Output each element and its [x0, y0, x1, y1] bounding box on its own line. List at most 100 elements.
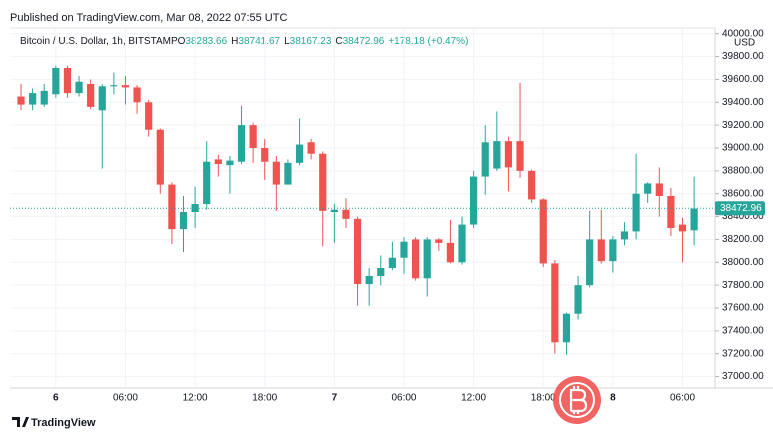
candle-body — [261, 148, 269, 162]
x-tick-label: 8 — [610, 393, 616, 404]
x-tick-label: 06:00 — [113, 393, 138, 404]
candle-body — [63, 68, 72, 94]
candle-body — [342, 209, 350, 219]
candle-body — [272, 161, 280, 185]
y-tick-label: 40000.00 — [722, 28, 764, 39]
candle-body — [191, 204, 199, 212]
tradingview-logo — [12, 417, 29, 427]
ohlc-label: O — [178, 36, 186, 47]
x-tick-label: 12:00 — [461, 393, 486, 404]
candle-body — [156, 129, 164, 185]
x-tick-label: 18:00 — [252, 393, 277, 404]
candle-body — [690, 208, 698, 231]
candle-body — [29, 93, 37, 105]
symbol-title: Bitcoin / U.S. Dollar, 1h, BITSTAMP — [20, 36, 178, 47]
candle-body — [319, 153, 327, 211]
y-tick-label: 39800.00 — [722, 51, 764, 62]
x-tick-label: 12:00 — [183, 393, 208, 404]
y-tick-label: 38200.00 — [722, 234, 764, 245]
candle-body — [179, 212, 188, 230]
candle-body — [516, 141, 524, 171]
y-tick-label: 38000.00 — [722, 257, 764, 268]
candle-body — [75, 81, 83, 94]
candle-body — [435, 239, 443, 243]
y-tick-label: 37400.00 — [722, 325, 764, 336]
ohlc-value: 38283.66 — [185, 36, 227, 47]
candle-body — [411, 239, 420, 279]
y-tick-label: 39400.00 — [722, 97, 764, 108]
ohlc-value: 38472.96 — [343, 36, 385, 47]
candle-body — [644, 183, 652, 194]
candle-body — [667, 196, 675, 228]
candle-body — [307, 142, 315, 154]
y-tick-label: 39600.00 — [722, 74, 764, 85]
candle-body — [353, 218, 362, 284]
candle-body — [539, 199, 547, 264]
ohlc-label: L — [284, 36, 290, 47]
currency-label: USD — [734, 38, 755, 49]
last-price-label: 38472.96 — [720, 203, 762, 214]
y-tick-label: 38600.00 — [722, 188, 764, 199]
ohlc-value: 38167.23 — [290, 36, 332, 47]
candle-body — [493, 141, 501, 169]
candle-body — [226, 160, 234, 166]
ohlc-label: H — [231, 36, 238, 47]
ohlc-label: C — [335, 36, 342, 47]
y-tick-label: 39000.00 — [722, 143, 764, 154]
candle-body — [458, 224, 466, 263]
x-tick-label: 06:00 — [391, 393, 416, 404]
change: +178.18 (+0.47%) — [388, 36, 468, 47]
candle-body — [365, 276, 373, 284]
candle-body — [632, 193, 640, 232]
candle-body — [620, 231, 629, 240]
y-tick-label: 38800.00 — [722, 165, 764, 176]
candle-body — [40, 90, 48, 105]
legend: Bitcoin / U.S. Dollar, 1h, BITSTAMPO3828… — [20, 36, 468, 47]
candle-body — [597, 239, 605, 262]
candle-body — [214, 159, 222, 164]
x-tick-label: 18:00 — [531, 393, 556, 404]
ohlc-value: 38741.67 — [238, 36, 280, 47]
candle-body — [446, 242, 455, 263]
candle-body — [284, 162, 292, 185]
candle-body — [52, 68, 60, 95]
candle-body — [145, 102, 153, 130]
y-tick-label: 38400.00 — [722, 211, 764, 222]
y-tick-label: 37800.00 — [722, 280, 764, 291]
watermark-logo — [553, 376, 601, 424]
candle-body — [388, 257, 396, 268]
candle-body — [609, 239, 617, 262]
x-tick-label: 06:00 — [670, 393, 695, 404]
candle-body — [504, 141, 513, 168]
candle-body — [249, 125, 257, 148]
candle-body — [98, 86, 106, 111]
candle-body — [110, 85, 118, 87]
candle-body — [586, 239, 594, 286]
candle-body — [574, 285, 582, 314]
candle-body — [400, 241, 408, 258]
candle-body — [237, 125, 246, 162]
candle-body — [168, 184, 176, 230]
candle-body — [470, 176, 478, 225]
footer-brand: TradingView — [31, 417, 96, 429]
candle-body — [121, 85, 130, 88]
last-price-tag — [715, 201, 765, 216]
y-tick-label: 39200.00 — [722, 120, 764, 131]
published-note: Published on TradingView.com, Mar 08, 20… — [10, 12, 287, 24]
candle-body — [562, 313, 571, 343]
candle-body — [481, 142, 489, 177]
candle-body — [330, 209, 338, 212]
candle-body — [17, 96, 25, 105]
y-tick-label: 37000.00 — [722, 371, 764, 382]
x-tick-label: 6 — [53, 393, 59, 404]
candle-body — [655, 183, 663, 196]
candle-body — [528, 170, 536, 200]
candle-body — [203, 161, 211, 204]
candle-body — [133, 87, 141, 103]
candle-body — [551, 263, 559, 343]
y-tick-label: 37200.00 — [722, 348, 764, 359]
x-tick-label: 7 — [332, 393, 338, 404]
